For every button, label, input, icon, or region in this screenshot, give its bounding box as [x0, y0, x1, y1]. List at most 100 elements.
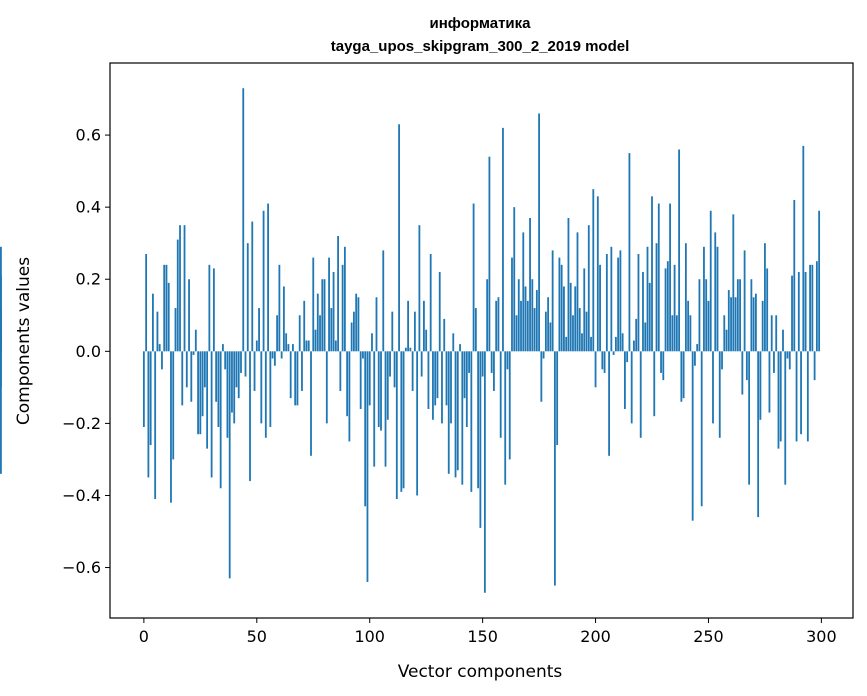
bar: [400, 351, 403, 492]
bar: [684, 243, 687, 352]
bar: [558, 257, 561, 352]
bar: [526, 300, 529, 352]
bar: [386, 351, 389, 420]
bar: [368, 351, 371, 406]
bar: [730, 297, 732, 352]
bar: [276, 315, 279, 352]
bar: [163, 264, 166, 352]
bar: [156, 311, 159, 352]
bar: [694, 351, 696, 366]
bar: [786, 351, 789, 359]
bar: [761, 300, 764, 352]
bar: [371, 333, 373, 352]
bar: [626, 351, 629, 363]
bar: [438, 272, 441, 352]
bar: [152, 293, 154, 352]
bar: [409, 347, 412, 352]
bar: [228, 351, 231, 579]
bar: [766, 268, 769, 352]
bar: [574, 286, 577, 352]
bar: [614, 336, 617, 352]
y-tick-label: 0.4: [76, 198, 101, 217]
bar: [522, 232, 525, 352]
bar: [161, 351, 163, 370]
bar: [461, 351, 464, 485]
bar: [174, 308, 177, 352]
bar: [197, 351, 199, 435]
x-tick-label: 250: [693, 627, 724, 646]
bar: [402, 351, 405, 489]
bar: [456, 351, 459, 471]
bar: [675, 315, 678, 352]
bar: [815, 261, 818, 352]
bar: [691, 351, 694, 521]
bar: [714, 232, 717, 352]
bar: [669, 203, 671, 352]
bar: [583, 268, 586, 352]
bar: [328, 257, 330, 352]
bar: [757, 351, 760, 518]
bar: [617, 257, 620, 352]
x-tick-label: 50: [247, 627, 267, 646]
bar: [540, 351, 543, 402]
bar: [664, 268, 667, 352]
bar: [754, 293, 757, 352]
bar: [188, 279, 190, 352]
bar: [436, 351, 439, 399]
bar: [497, 297, 500, 352]
bar: [296, 351, 299, 406]
bar: [797, 272, 800, 352]
bar: [818, 210, 821, 352]
bar: [531, 279, 534, 352]
bar: [709, 210, 712, 352]
bar: [330, 308, 333, 352]
bar: [481, 351, 484, 377]
bar: [544, 311, 547, 352]
bar: [249, 351, 251, 482]
bar: [267, 203, 269, 352]
bar: [314, 329, 317, 352]
bar: [712, 351, 714, 424]
bar: [488, 156, 491, 352]
bar: [601, 351, 604, 370]
y-tick-label: −0.4: [62, 486, 101, 505]
bar: [657, 203, 660, 352]
bar: [339, 351, 342, 391]
bar: [752, 297, 755, 352]
bar: [0, 308, 2, 352]
bar: [646, 246, 649, 352]
bar: [610, 246, 613, 352]
bar: [395, 351, 398, 500]
bar: [389, 351, 391, 377]
bar: [511, 257, 513, 352]
bar: [253, 351, 256, 391]
bar: [235, 351, 238, 388]
bar: [811, 264, 814, 352]
bar: [206, 351, 209, 449]
bar: [662, 351, 665, 381]
bar: [348, 351, 351, 442]
bar: [637, 254, 640, 352]
bar: [563, 286, 565, 352]
bar: [621, 333, 624, 352]
bar: [418, 225, 421, 352]
bar: [576, 232, 579, 352]
x-axis-label: Vector components: [398, 662, 563, 682]
bar: [398, 124, 400, 352]
bar: [495, 300, 498, 352]
bar: [325, 351, 328, 424]
bar: [723, 315, 726, 352]
bar: [194, 329, 197, 352]
plot-frame: [109, 62, 854, 619]
bar: [725, 329, 728, 352]
bar: [366, 351, 369, 582]
bar: [732, 214, 735, 352]
bar: [486, 279, 489, 352]
bar: [154, 351, 157, 500]
bar: [215, 351, 218, 402]
bar: [542, 351, 545, 359]
bar: [639, 351, 642, 438]
bar: [242, 88, 245, 352]
bar: [319, 315, 321, 352]
